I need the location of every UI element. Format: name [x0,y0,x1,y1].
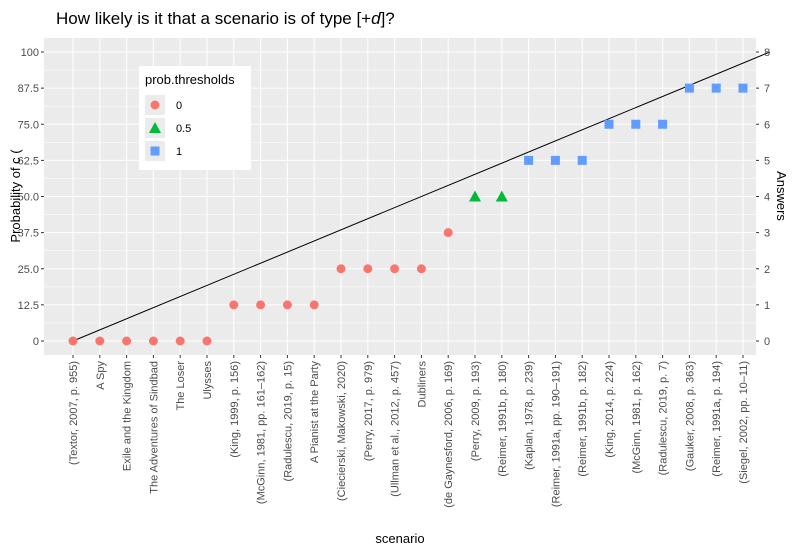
y2-axis-ticks: 0 1 2 3 4 5 6 7 8 [756,47,770,348]
data-point [390,264,400,274]
data-point [202,336,212,346]
data-point [604,119,614,129]
y2-tick-label: 1 [764,300,770,312]
x-tick-label: (Reimer, 1991b, p. 180) [497,361,509,477]
grid [44,38,756,355]
x-tick-label: (Gauker, 2008, p. 363) [684,361,696,471]
data-point [336,264,346,274]
x-axis-label: scenario [375,531,424,546]
data-point [256,300,266,310]
legend-key-triangle [149,122,161,133]
y2-axis-label: Answers [774,171,789,221]
data-point [416,264,426,274]
y-tick-label: 0 [33,336,39,348]
x-tick-label: The Loser [175,361,187,411]
y2-tick-label: 6 [764,119,770,131]
y-tick-label: 62.5 [18,155,39,167]
x-tick-label: (McGinn, 1981, p. 162) [631,361,643,474]
x-tick-label: Ulysses [202,361,214,400]
data-point [148,336,158,346]
x-tick-label: (Reimer, 1991a, pp. 190–191) [550,361,562,507]
x-tick-label: (Radulescu, 2019, p. 15) [282,361,294,481]
data-point [443,228,453,238]
y-tick-label: 87.5 [18,83,39,95]
y-tick-label: 75.0 [18,119,39,131]
data-point [524,155,534,165]
data-point [577,155,587,165]
y2-tick-label: 0 [764,336,770,348]
x-tick-label: (King, 1999, p. 156) [229,361,241,458]
legend-key-circle [150,100,160,110]
y2-tick-label: 4 [764,192,770,204]
x-tick-label: (Perry, 2009, p. 193) [470,361,482,461]
y-tick-label: 12.5 [18,300,39,312]
data-point [711,83,721,93]
x-tick-label: (Textor, 2007, p. 955) [68,361,80,465]
y-axis-label: Probability of c ( [8,149,23,243]
x-tick-label: (Reimer, 1991a, p. 194) [711,361,723,477]
x-tick-label: (Ullman et al., 2012, p. 457) [390,361,402,497]
data-point [550,155,560,165]
data-point [175,336,185,346]
data-point [309,300,319,310]
x-tick-label: (Radulescu, 2019, p. 7) [658,361,670,475]
x-tick-label: (King, 2014, p. 224) [604,361,616,458]
y-axis-ticks: 0 12.5 25.0 37.5 50.0 62.5 75.0 87.5 100 [18,47,44,348]
y-tick-label: 100 [21,47,39,59]
x-tick-label: (Siegel, 2002, pp. 10–11) [738,361,750,484]
x-tick-label: Exile and the Kingdom [122,361,134,471]
legend-label: 0.5 [176,123,191,135]
y-tick-label: 37.5 [18,228,39,240]
data-point [684,83,694,93]
data-point [738,83,748,93]
x-tick-label: (Reimer, 1991b, p. 182) [577,361,589,477]
data-point [95,336,105,346]
x-tick-label: A Spy [95,361,107,390]
data-point [122,336,132,346]
legend-title: prob.thresholds [145,72,235,87]
x-axis-ticks: (Textor, 2007, p. 955) A Spy Exile and the… [68,355,750,508]
data-point [495,190,508,202]
y-tick-label: 25.0 [18,264,39,276]
y2-tick-label: 3 [764,228,770,240]
x-tick-label: (McGinn, 1981, pp. 161–162) [256,361,268,504]
x-tick-label: A Pianist at the Party [309,361,321,464]
data-point [631,119,641,129]
x-tick-label: (Perry, 2017, p. 979) [363,361,375,461]
x-tick-label: (de Gaynesford, 2006, p. 169) [443,361,455,508]
legend: prob.thresholds 00.51 [139,66,251,170]
legend-entries: 00.51 [145,95,191,161]
data-point [469,190,481,202]
legend-label: 1 [176,146,182,158]
data-points [68,83,748,346]
reference-line [72,51,770,342]
data-point [229,300,239,310]
x-tick-label: Dubliners [416,361,428,408]
legend-label: 0 [176,100,182,112]
y2-tick-label: 8 [764,47,770,59]
legend-key-square [150,146,160,156]
y-tick-label: 50.0 [18,192,39,204]
y2-tick-label: 7 [764,83,770,95]
chart-title: How likely is it that a scenario is of t… [56,9,395,28]
data-point [658,119,668,129]
data-point [282,300,292,310]
x-tick-label: (Kaplan, 1978, p. 239) [524,361,536,470]
x-tick-label: (Ciecierski, Makowski, 2020) [336,361,348,501]
data-point [68,336,78,346]
y2-tick-label: 2 [764,264,770,276]
data-point [363,264,373,274]
y2-tick-label: 5 [764,155,770,167]
x-tick-label: The Adventures of Sindbad [148,361,160,494]
